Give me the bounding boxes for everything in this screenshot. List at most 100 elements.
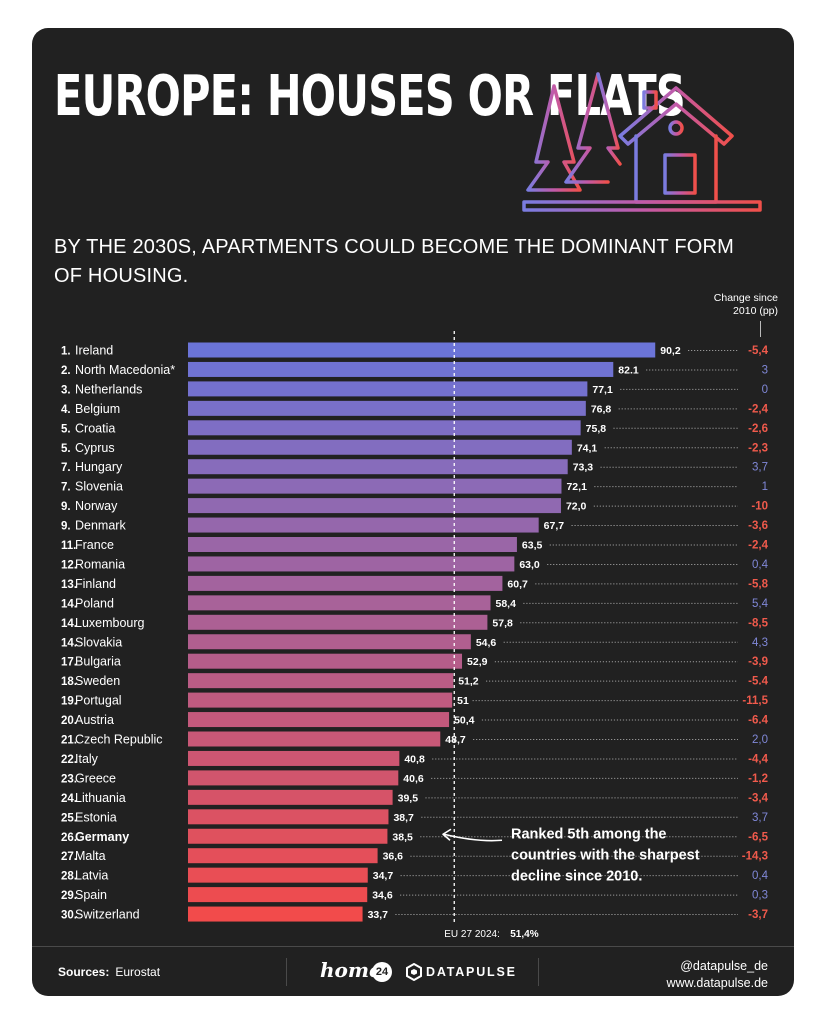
category-label: Estonia [75, 810, 117, 824]
value-label: 90,2 [660, 345, 681, 357]
category-label: Latvia [75, 869, 108, 883]
bar-chart: 1. Ireland 90,2 -5,4 2. North Macedonia* 82.1 3… [61, 331, 769, 940]
bar [188, 517, 539, 533]
website: www.datapulse.de [666, 976, 768, 990]
value-label: 52,9 [467, 656, 488, 668]
change-value: 5,4 [752, 598, 769, 610]
category-label: Denmark [75, 519, 126, 533]
value-label: 77,1 [592, 384, 613, 396]
category-label: Portugal [75, 694, 122, 708]
category-label: Greece [75, 771, 116, 785]
rank-label: 13. [61, 579, 77, 591]
value-label: 34,6 [372, 890, 393, 902]
value-label: 74,1 [577, 442, 598, 454]
value-label: 63,0 [519, 559, 540, 571]
change-column-header: Change since 2010 (pp) [713, 292, 778, 317]
bar [188, 420, 581, 436]
rank-label: 29. [61, 890, 77, 902]
category-label: North Macedonia* [75, 363, 175, 377]
category-label: Italy [75, 752, 99, 766]
bar [188, 712, 450, 728]
rank-label: 28. [61, 871, 77, 883]
sources-note: Sources: Eurostat [58, 965, 160, 979]
bar [188, 361, 614, 377]
value-label: 54,6 [476, 637, 497, 649]
annotation-line: decline since 2010. [511, 868, 642, 884]
change-value: -1,2 [748, 773, 768, 785]
category-label: Slovenia [75, 480, 123, 494]
bar [188, 478, 562, 494]
rank-label: 23. [61, 773, 77, 785]
value-label: 57,8 [492, 617, 513, 629]
bar [188, 653, 463, 669]
rank-label: 14. [61, 637, 77, 649]
bar [188, 887, 368, 903]
home24-badge: 24 [372, 962, 392, 982]
datapulse-logo-icon [406, 963, 422, 981]
change-value: -8,5 [748, 617, 768, 629]
change-value: -5,8 [748, 578, 768, 590]
category-label: Ireland [75, 344, 113, 358]
infographic-card: EUROPE: HOUSES OR FLATS BY THE 2030S, AP… [32, 28, 794, 996]
bar [188, 692, 453, 708]
rank-label: 9. [61, 501, 71, 513]
value-label: 33,7 [368, 909, 389, 921]
change-value: 0,4 [752, 559, 769, 571]
value-label: 36,6 [383, 851, 404, 863]
category-label: Netherlands [75, 382, 142, 396]
value-label: 38,5 [392, 831, 413, 843]
rank-label: 27. [61, 851, 77, 863]
value-label: 82.1 [618, 364, 639, 376]
bar [188, 342, 656, 358]
rank-label: 21. [61, 735, 77, 747]
bar [188, 673, 454, 689]
bar [188, 537, 517, 552]
category-label: Switzerland [75, 908, 140, 922]
rank-label: 7. [61, 482, 71, 494]
category-label: Croatia [75, 421, 115, 435]
category-label: Finland [75, 577, 116, 591]
change-value: -6,5 [748, 831, 768, 843]
bar [188, 381, 588, 397]
footer-divider [32, 946, 794, 947]
rank-label: 5. [61, 443, 71, 455]
change-value: 2,0 [752, 734, 768, 746]
change-value: -3,6 [748, 520, 768, 532]
value-label: 48,7 [445, 734, 466, 746]
change-value: -14,3 [742, 851, 768, 863]
value-label: 34,7 [373, 870, 394, 882]
category-label: Belgium [75, 402, 120, 416]
value-label: 76,8 [591, 403, 612, 415]
rank-label: 1. [61, 346, 71, 358]
change-value: 1 [762, 481, 768, 493]
rank-label: 18. [61, 676, 77, 688]
rank-label: 4. [61, 404, 71, 416]
rank-label: 17. [61, 657, 77, 669]
change-value: -2,3 [748, 442, 768, 454]
bar [188, 634, 471, 650]
bar [188, 867, 368, 883]
curved-arrow-icon [443, 833, 503, 842]
category-label: France [75, 538, 114, 552]
contact-info: @datapulse_de www.datapulse.de [667, 958, 768, 992]
change-value: -2,6 [748, 423, 768, 435]
change-value: 0 [762, 384, 768, 396]
value-label: 73,3 [573, 462, 594, 474]
bar [188, 556, 515, 572]
value-label: 51,2 [458, 676, 479, 688]
rank-label: 19. [61, 696, 77, 708]
bar [188, 848, 378, 864]
change-value: -2,4 [748, 540, 768, 552]
footer-separator-right [538, 958, 539, 986]
house-tree-icon [522, 72, 762, 212]
rank-label: 2. [61, 365, 71, 377]
value-label: 38,7 [393, 812, 414, 824]
change-value: -2,4 [748, 403, 768, 415]
category-label: Spain [75, 888, 107, 902]
category-label: Malta [75, 849, 106, 863]
change-value: -3,9 [748, 656, 768, 668]
change-value: 3 [762, 364, 768, 376]
rank-label: 20. [61, 715, 77, 727]
datapulse-logo: DATAPULSE [426, 965, 517, 979]
rank-label: 12. [61, 559, 77, 571]
